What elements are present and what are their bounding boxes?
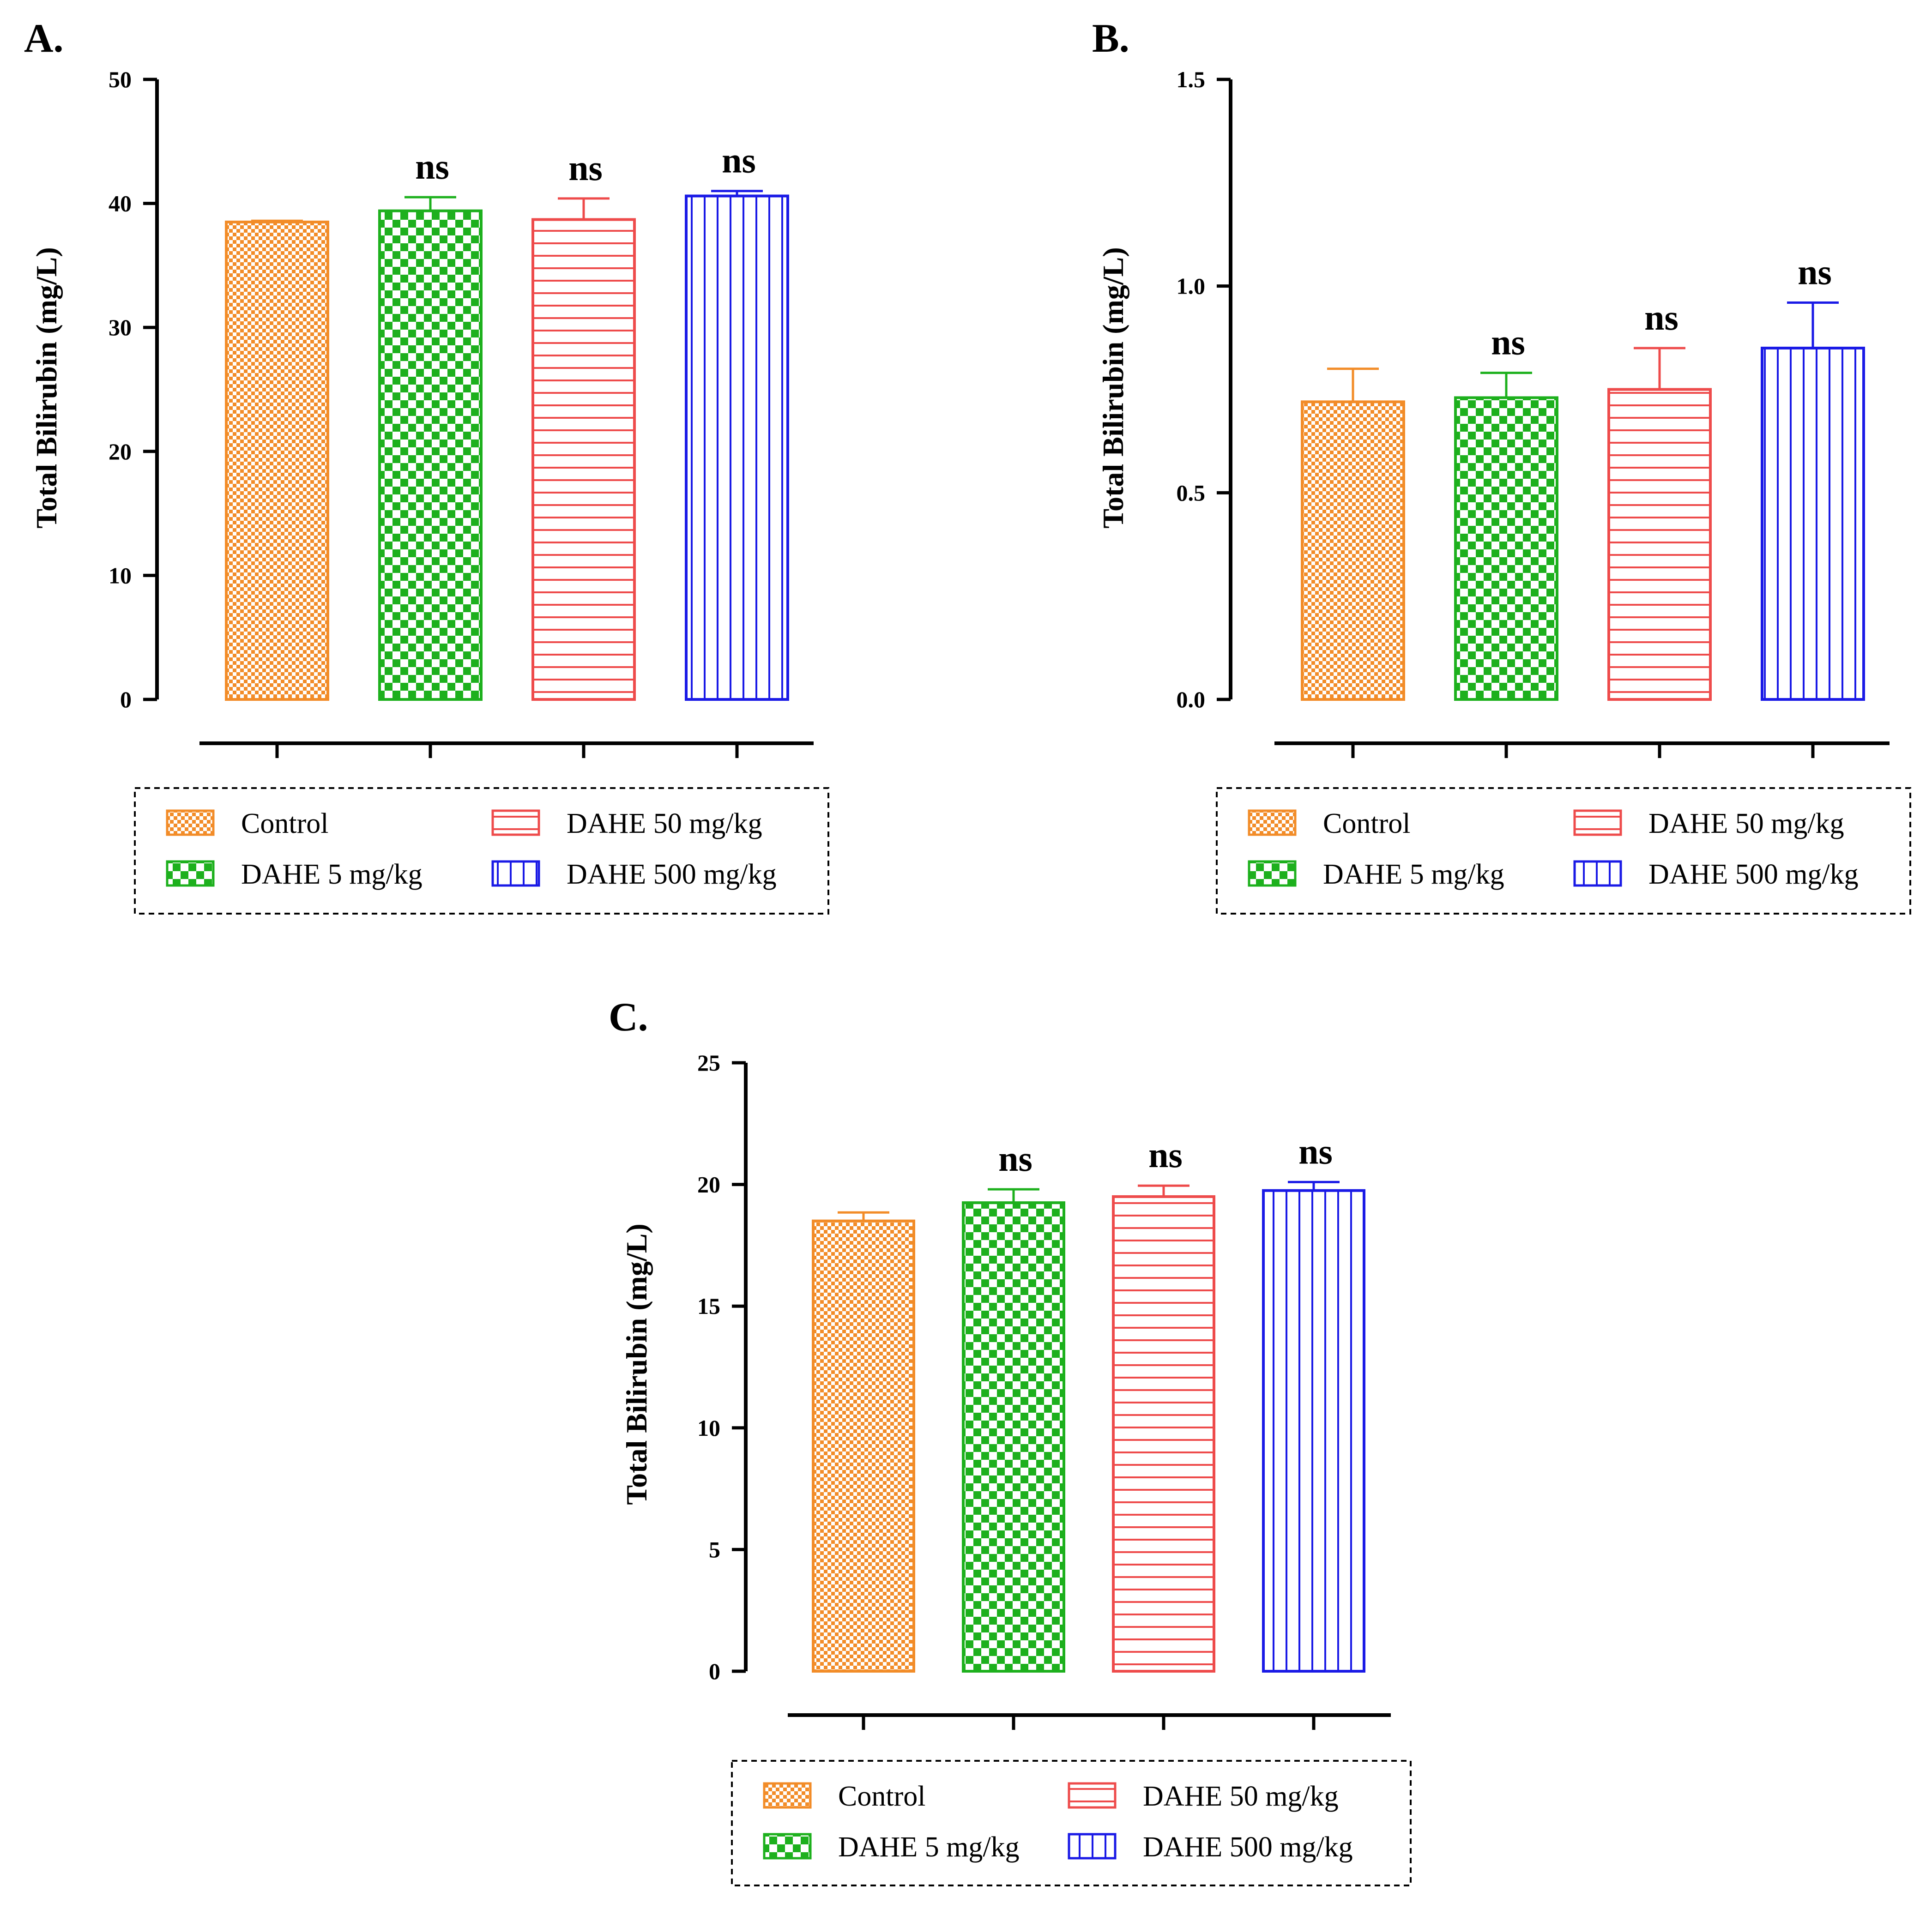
panel-b: B. Total Bilirubin (mg/L) 0.0 0.5 1.0 1.5 ns…	[1092, 16, 1911, 915]
legend-label: DAHE 500 mg/kg	[1648, 859, 1859, 890]
legend-box	[1216, 787, 1911, 915]
panel-a-y-axis-title: Total Bilirubin (mg/L)	[30, 247, 63, 528]
y-tick-label: 0.5	[1177, 480, 1206, 506]
legend-swatch	[166, 860, 215, 887]
significance-label: ns	[1491, 322, 1525, 362]
y-tick-label: 15	[697, 1293, 720, 1319]
y-tick-label: 50	[109, 66, 132, 92]
bar	[962, 1201, 1065, 1673]
y-tick-label: 1.5	[1177, 66, 1206, 92]
legend-label: DAHE 500 mg/kg	[1143, 1831, 1353, 1863]
legend-box	[134, 787, 829, 915]
panel-b-plot: 0.0 0.5 1.0 1.5 ns ns ns Control DAHE 5 mg/kg DAH…	[1177, 66, 1911, 915]
bar	[685, 194, 789, 701]
significance-label: ns	[1298, 1131, 1333, 1171]
panel-a-plot: 0 10 20 30 40 50 ns ns ns Control DAHE 5 mg/kg DAHE…	[109, 66, 829, 915]
legend-swatch	[763, 1782, 812, 1809]
y-tick-label: 20	[697, 1172, 720, 1198]
y-tick-label: 0	[120, 687, 132, 712]
legend-swatch	[1068, 1782, 1117, 1809]
legend-label: Control	[241, 808, 328, 839]
legend-swatch	[491, 809, 540, 836]
legend-swatch	[1248, 860, 1297, 887]
bar	[1301, 400, 1405, 701]
panel-c-letter: C.	[609, 995, 648, 1040]
y-tick-label: 1.0	[1177, 273, 1206, 299]
bar	[1607, 388, 1712, 701]
legend-swatch	[166, 809, 215, 836]
legend-label: DAHE 5 mg/kg	[241, 859, 423, 890]
significance-label: ns	[998, 1138, 1032, 1179]
bar	[1761, 346, 1865, 701]
significance-label: ns	[568, 148, 603, 188]
panel-a: A. Total Bilirubin (mg/L) 0 10 20 30 40 50 ns n…	[24, 16, 829, 915]
significance-label: ns	[1148, 1135, 1183, 1175]
bar	[531, 218, 636, 701]
bar	[225, 220, 329, 701]
legend-label: DAHE 50 mg/kg	[1648, 808, 1844, 839]
bar	[812, 1219, 915, 1673]
legend-label: DAHE 50 mg/kg	[1143, 1781, 1339, 1812]
bar	[378, 209, 483, 701]
legend-label: Control	[838, 1781, 925, 1812]
y-tick-label: 0.0	[1177, 687, 1206, 712]
y-tick-label: 40	[109, 191, 132, 217]
legend-label: DAHE 50 mg/kg	[567, 808, 762, 839]
legend-swatch	[491, 860, 540, 887]
significance-label: ns	[415, 146, 449, 187]
y-tick-label: 20	[109, 439, 132, 464]
bar	[1112, 1195, 1215, 1673]
panel-c: C. Total Bilirubin (mg/L) 0 5 10 15 20 25 ns ns…	[609, 995, 1412, 1886]
y-tick-label: 10	[697, 1415, 720, 1441]
panel-c-y-axis-title: Total Bilirubin (mg/L)	[620, 1223, 653, 1505]
y-tick-label: 25	[697, 1050, 720, 1076]
y-tick-label: 0	[709, 1658, 720, 1684]
legend-swatch	[1248, 809, 1297, 836]
significance-label: ns	[1798, 252, 1832, 292]
panel-a-letter: A.	[24, 16, 64, 61]
y-tick-label: 10	[109, 562, 132, 588]
panel-c-plot: 0 5 10 15 20 25 ns ns ns Control DAHE 5 mg/kg DAHE …	[697, 1050, 1412, 1886]
panel-b-y-axis-title: Total Bilirubin (mg/L)	[1097, 247, 1129, 528]
legend-label: DAHE 500 mg/kg	[567, 859, 777, 890]
bar	[1454, 396, 1558, 701]
legend-swatch	[1068, 1833, 1117, 1860]
significance-label: ns	[722, 140, 756, 181]
legend-label: Control	[1323, 808, 1410, 839]
legend-swatch	[1573, 809, 1622, 836]
y-tick-label: 5	[709, 1536, 720, 1562]
legend-label: DAHE 5 mg/kg	[838, 1831, 1020, 1863]
significance-label: ns	[1644, 297, 1678, 337]
legend-swatch	[763, 1833, 812, 1860]
legend-box	[731, 1760, 1412, 1886]
panel-b-letter: B.	[1092, 16, 1129, 61]
legend-label: DAHE 5 mg/kg	[1323, 859, 1504, 890]
y-tick-label: 30	[109, 314, 132, 340]
bar	[1262, 1189, 1365, 1673]
legend-swatch	[1573, 860, 1622, 887]
